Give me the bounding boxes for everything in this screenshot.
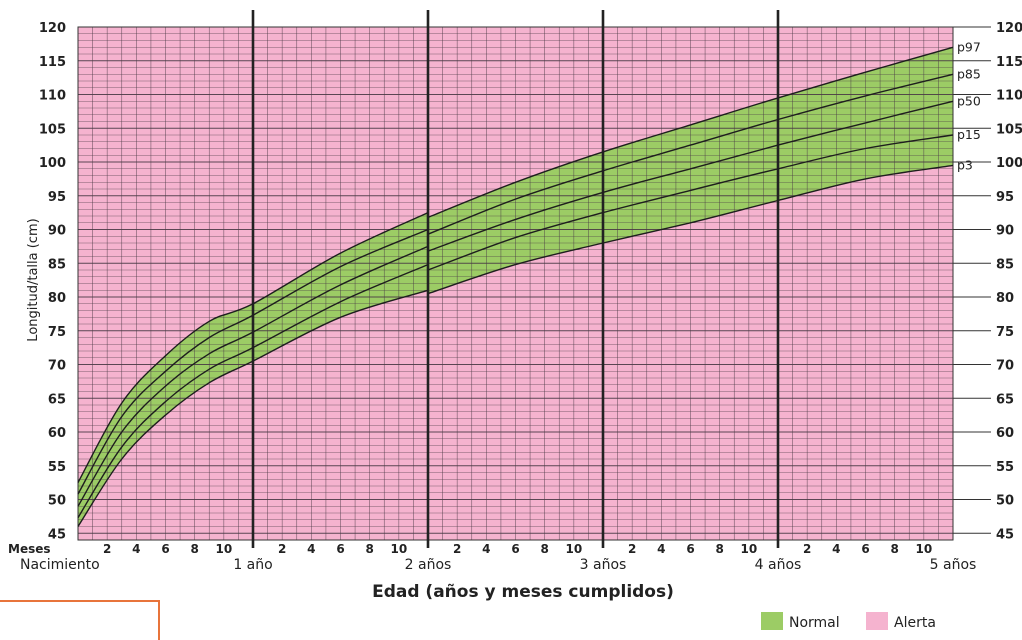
label-p97: p97: [957, 39, 981, 54]
legend: Normal Alerta: [761, 612, 936, 631]
month-tick: 2: [453, 542, 461, 556]
decorative-frame: [0, 600, 160, 640]
month-tick: 6: [686, 542, 694, 556]
grid-lines: [77, 26, 954, 541]
y-tick-left: 120: [39, 21, 66, 36]
y-tick-right: 85: [996, 257, 1014, 272]
curve-p97: [77, 211, 429, 483]
month-tick: 4: [307, 542, 315, 556]
curve-p3: [77, 289, 429, 527]
month-tick: 8: [890, 542, 898, 556]
year-label: 2 años: [405, 557, 452, 573]
month-tick: 10: [215, 542, 232, 556]
label-p3: p3: [957, 157, 973, 172]
months-label: Meses: [8, 542, 51, 556]
y-tick-left: 85: [48, 257, 66, 272]
year-dividers: [251, 10, 780, 548]
label-p15: p15: [957, 127, 981, 142]
y-tick-left: 45: [48, 527, 66, 542]
year-label: 5 años: [930, 557, 977, 573]
y-tick-right: 60: [996, 426, 1014, 441]
y-tick-right: 50: [996, 494, 1014, 509]
x-axis-ticks: 2 4 6 8 10 2 4 6 8 10 2 4 6 8 10 2 4 6 8 10 2 4 6 8 10 Nacimiento…: [20, 542, 976, 573]
year-label: 1 año: [233, 557, 272, 573]
curve-p97: [427, 46, 954, 219]
y-tick-left: 55: [48, 460, 66, 475]
month-tick: 6: [511, 542, 519, 556]
legend-label-alerta: Alerta: [894, 615, 936, 631]
y-tick-right: 55: [996, 460, 1014, 475]
curve-p85: [77, 228, 429, 495]
year-label: 3 años: [580, 557, 627, 573]
curve-p3: [427, 164, 954, 295]
y-tick-right: 70: [996, 359, 1014, 374]
month-tick: 8: [540, 542, 548, 556]
y-tick-left: 100: [39, 156, 66, 171]
plot-frame: [77, 26, 954, 541]
percentile-labels: p97 p85 p50 p15 p3: [957, 39, 981, 172]
y-tick-right: 80: [996, 291, 1014, 306]
y-tick-left: 70: [48, 359, 66, 374]
curve-p85: [427, 73, 954, 235]
month-tick: 4: [657, 542, 665, 556]
legend-swatch-alerta: [866, 612, 888, 630]
y-tick-right: 45: [996, 527, 1014, 542]
year-label: Nacimiento: [20, 557, 100, 573]
month-tick: 8: [190, 542, 198, 556]
curve-p50: [77, 245, 429, 507]
month-tick: 10: [565, 542, 582, 556]
y-tick-right: 110: [996, 89, 1022, 104]
month-tick: 10: [740, 542, 757, 556]
month-tick: 8: [715, 542, 723, 556]
y-tick-right: 95: [996, 190, 1014, 205]
percentile-curves: [77, 46, 954, 527]
legend-swatch-normal: [761, 612, 783, 630]
curve-p50: [427, 100, 954, 252]
y-tick-left: 105: [39, 122, 66, 137]
y-tick-left: 50: [48, 494, 66, 509]
y-tick-right: 90: [996, 224, 1014, 239]
y-tick-right: 100: [996, 156, 1022, 171]
y-tick-right: 120: [996, 21, 1022, 36]
month-tick: 4: [482, 542, 490, 556]
month-tick: 6: [861, 542, 869, 556]
month-tick: 6: [161, 542, 169, 556]
y-axis-label: Longitud/talla (cm): [26, 218, 41, 341]
y-tick-left: 75: [48, 325, 66, 340]
month-tick: 2: [628, 542, 636, 556]
month-tick: 10: [915, 542, 932, 556]
month-tick: 4: [132, 542, 140, 556]
y-tick-right: 75: [996, 325, 1014, 340]
month-tick: 10: [390, 542, 407, 556]
legend-label-normal: Normal: [789, 615, 840, 631]
month-tick: 6: [336, 542, 344, 556]
month-tick: 4: [832, 542, 840, 556]
x-axis-label: Edad (años y meses cumplidos): [372, 582, 674, 602]
y-tick-left: 110: [39, 89, 66, 104]
curve-p15: [427, 134, 954, 271]
curve-p15: [77, 263, 429, 519]
month-tick: 2: [278, 542, 286, 556]
label-p50: p50: [957, 93, 981, 108]
y-tick-right: 115: [996, 55, 1022, 70]
y-tick-right: 65: [996, 392, 1014, 407]
month-tick: 2: [103, 542, 111, 556]
y-tick-left: 115: [39, 55, 66, 70]
y-tick-left: 90: [48, 224, 66, 239]
year-label: 4 años: [755, 557, 802, 573]
y-axis-ticks: 45 45 50 50 55 55 60 60 65 65 70 70 75 75 80 80 85 85 90 90…: [39, 21, 1022, 542]
y-tick-left: 95: [48, 190, 66, 205]
month-tick: 8: [365, 542, 373, 556]
y-tick-left: 65: [48, 392, 66, 407]
month-tick: 2: [803, 542, 811, 556]
label-p85: p85: [957, 66, 981, 81]
y-tick-left: 60: [48, 426, 66, 441]
y-tick-left: 80: [48, 291, 66, 306]
y-tick-right: 105: [996, 122, 1022, 137]
